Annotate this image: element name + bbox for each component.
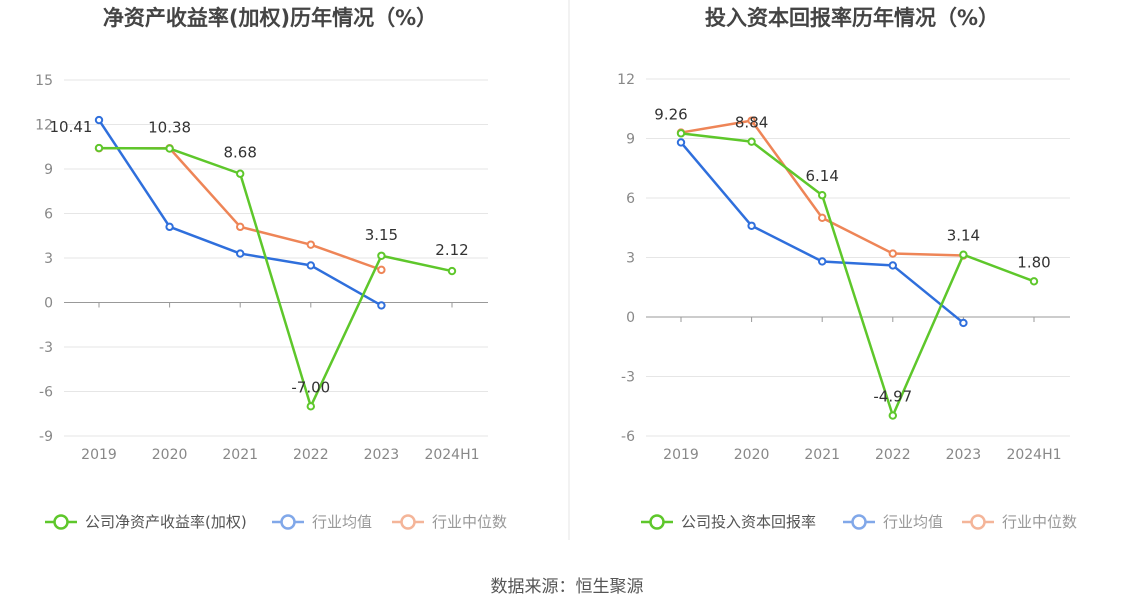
y-tick-label: 9 xyxy=(626,132,635,148)
chart-title: 净资产收益率(加权)历年情况（%） xyxy=(103,6,437,30)
data-point-avg xyxy=(747,221,756,230)
data-point-avg xyxy=(377,301,386,310)
legend-swatch-marker xyxy=(280,514,296,530)
y-tick-label: -6 xyxy=(39,385,53,401)
x-tick-label: 2023 xyxy=(946,447,982,463)
y-tick-label: -3 xyxy=(39,340,53,356)
legend-item: 行业中位数 xyxy=(962,513,1077,531)
data-point-avg xyxy=(306,261,315,270)
legend-swatch-marker xyxy=(970,514,986,530)
data-point-company xyxy=(888,411,897,420)
legend-label: 行业均值 xyxy=(312,513,372,531)
legend-item: 行业均值 xyxy=(843,513,943,531)
x-tick-label: 2019 xyxy=(663,447,699,463)
series-line-median xyxy=(680,119,964,257)
data-label: 8.68 xyxy=(223,144,256,162)
y-tick-label: 0 xyxy=(626,310,635,326)
data-label: 10.38 xyxy=(148,119,191,137)
legend-label: 行业均值 xyxy=(883,513,943,531)
data-label: 8.84 xyxy=(735,114,768,132)
data-point-median xyxy=(888,249,897,258)
data-label: -7.00 xyxy=(291,378,330,396)
data-point-median xyxy=(747,116,756,125)
x-tick-label: 2022 xyxy=(875,447,911,463)
x-tick-label: 2024H1 xyxy=(1006,447,1061,463)
legend-label: 行业中位数 xyxy=(1002,513,1077,531)
y-tick-label: 15 xyxy=(35,73,53,89)
data-point-company xyxy=(1029,277,1039,286)
series-line-company xyxy=(98,146,453,408)
x-tick-label: 2022 xyxy=(293,447,329,463)
data-point-company xyxy=(236,169,245,178)
data-label: 1.80 xyxy=(1017,253,1050,271)
y-tick-label: -6 xyxy=(621,429,635,445)
y-tick-label: 0 xyxy=(44,296,53,312)
data-point-company xyxy=(377,251,386,260)
x-tick-label: 2021 xyxy=(804,447,840,463)
legend-item: 公司净资产收益率(加权) xyxy=(45,513,247,531)
data-point-company xyxy=(818,191,827,200)
legend-item: 公司投入资本回报率 xyxy=(641,513,816,531)
data-point-avg xyxy=(959,318,968,328)
x-tick-label: 2023 xyxy=(364,447,400,463)
source-note: 数据来源：恒生聚源 xyxy=(491,577,644,597)
data-point-avg xyxy=(165,222,174,232)
y-tick-label: 3 xyxy=(44,251,53,267)
y-tick-label: 9 xyxy=(44,162,53,178)
data-point-median xyxy=(306,240,315,249)
data-point-avg xyxy=(236,249,245,258)
data-label: 10.41 xyxy=(50,118,93,136)
data-point-company xyxy=(306,402,315,411)
legend-swatch-marker xyxy=(851,514,867,530)
data-label: 3.15 xyxy=(365,226,398,244)
y-tick-label: 6 xyxy=(626,191,635,207)
data-point-median xyxy=(818,213,827,223)
data-point-avg xyxy=(676,138,686,147)
data-point-avg xyxy=(94,115,104,125)
legend-swatch-marker xyxy=(649,514,665,530)
chart-title: 投入资本回报率历年情况（%） xyxy=(705,6,999,30)
legend-item: 行业均值 xyxy=(272,513,372,531)
data-label: -4.97 xyxy=(873,388,912,406)
x-tick-label: 2021 xyxy=(222,447,258,463)
y-tick-label: 12 xyxy=(35,118,53,134)
data-point-median xyxy=(377,265,386,275)
data-point-avg xyxy=(818,257,827,266)
legend-label: 行业中位数 xyxy=(432,513,507,531)
x-tick-label: 2020 xyxy=(152,447,188,463)
y-tick-label: 12 xyxy=(617,72,635,88)
x-tick-label: 2019 xyxy=(81,447,117,463)
data-label: 9.26 xyxy=(654,105,687,123)
y-tick-label: -9 xyxy=(39,429,53,445)
legend-swatch-marker xyxy=(53,514,69,530)
data-point-company xyxy=(747,137,756,146)
legend-item: 行业中位数 xyxy=(392,513,507,531)
data-label: 6.14 xyxy=(805,167,838,185)
roe-chart: 净资产收益率(加权)历年情况（%） 15 12 9 6 3 0 -3 -6 -9 2019 2020 2… xyxy=(35,6,507,531)
data-point-company xyxy=(165,144,174,153)
data-point-company xyxy=(94,143,104,153)
roic-chart: 投入资本回报率历年情况（%） 12 9 6 3 0 -3 -6 2019 2020 2021 2022… xyxy=(617,6,1077,531)
y-tick-label: 6 xyxy=(44,207,53,223)
x-tick-label: 2020 xyxy=(734,447,770,463)
series-line-company xyxy=(680,132,1035,417)
legend-swatch-marker xyxy=(400,514,416,530)
data-point-company xyxy=(447,266,457,276)
data-point-company xyxy=(959,250,968,259)
data-point-company xyxy=(676,129,686,138)
legend-label: 公司净资产收益率(加权) xyxy=(85,513,247,531)
y-tick-label: -3 xyxy=(621,370,635,386)
data-point-median xyxy=(236,222,245,232)
x-tick-label: 2024H1 xyxy=(424,447,479,463)
data-point-avg xyxy=(888,261,897,270)
y-tick-label: 3 xyxy=(626,251,635,267)
data-label: 3.14 xyxy=(947,227,980,245)
data-label: 2.12 xyxy=(435,241,468,259)
legend-label: 公司投入资本回报率 xyxy=(681,513,816,531)
